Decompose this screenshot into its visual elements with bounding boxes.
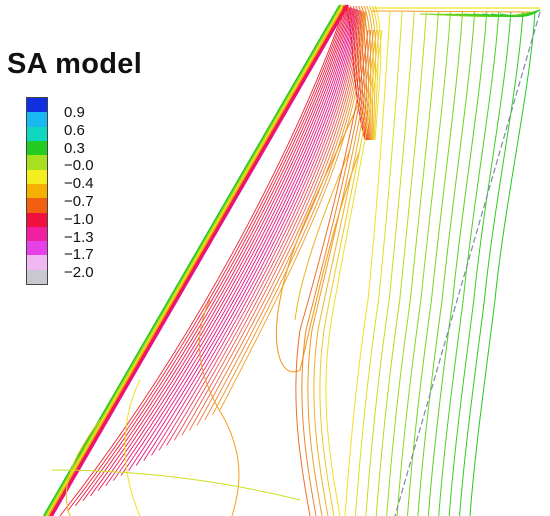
leading-edge-band <box>44 4 343 516</box>
root-contour <box>349 5 368 141</box>
legend-band <box>27 212 47 227</box>
shock-contour <box>295 29 369 516</box>
leading-edge-band <box>43 4 341 516</box>
legend-label: −1.3 <box>64 228 94 246</box>
inboard-contour <box>198 299 240 516</box>
root-contour <box>374 5 382 141</box>
legend-band <box>27 255 47 270</box>
outboard-contour <box>407 11 463 516</box>
shock-fan-contour <box>158 9 359 451</box>
legend-label: 0.6 <box>64 121 85 139</box>
outboard-contour <box>344 11 391 516</box>
legend-label: −0.0 <box>64 157 94 175</box>
legend-band <box>27 126 47 141</box>
plot-title: SA model <box>7 48 143 80</box>
color-legend: 0.9 0.6 0.3 −0.0 −0.4 −0.7 −1.0 −1.3 −1.7 −2.0 <box>26 97 126 289</box>
shock-contour <box>319 29 380 516</box>
trailing-edge-line <box>394 11 541 516</box>
outboard-contour <box>386 11 439 516</box>
shock-contour <box>325 29 383 516</box>
shock-fan-contour <box>59 5 345 516</box>
root-contour <box>355 5 370 141</box>
outboard-contour <box>427 11 488 516</box>
legend-label: 0.3 <box>64 139 85 157</box>
outboard-contour <box>354 11 403 516</box>
legend-label: 0.9 <box>64 104 85 121</box>
shock-fan-contour <box>128 8 354 471</box>
shock-fan-contour <box>166 9 360 446</box>
legend-label: −1.0 <box>64 210 94 228</box>
shock-fan-contour <box>189 10 363 431</box>
outboard-contour <box>438 11 500 516</box>
outboard-contour <box>469 11 536 516</box>
shock-fan-contour <box>82 6 348 502</box>
shock-fan-contour <box>143 9 356 461</box>
outboard-contour <box>375 11 427 516</box>
shock-fan-contour <box>105 7 351 486</box>
legend-band <box>27 226 47 242</box>
outboard-contour <box>396 11 451 516</box>
leading-edge-band <box>46 4 345 516</box>
root-contour <box>360 5 371 141</box>
shock-fan-contour <box>90 7 349 497</box>
outboard-contour <box>417 11 476 516</box>
legend-band <box>27 169 47 184</box>
shock-fan-contour <box>74 6 347 507</box>
leading-edge-band <box>47 4 346 516</box>
inboard-contour <box>51 469 301 501</box>
leading-edge-band <box>49 4 348 516</box>
shock-fan-contour <box>219 11 367 411</box>
legend-band <box>27 112 47 127</box>
legend-band <box>27 98 47 113</box>
legend-label: −0.7 <box>64 193 94 210</box>
root-contour <box>363 5 372 141</box>
contour-lines <box>43 4 541 516</box>
legend-band <box>27 183 47 199</box>
orange-lobe-contour <box>294 149 351 321</box>
leading-edge-band <box>51 4 349 516</box>
root-contour <box>366 5 374 141</box>
shock-fan-contour <box>67 6 346 512</box>
outboard-contour <box>459 11 524 516</box>
outboard-contour <box>448 11 512 516</box>
legend-label: −2.0 <box>64 264 94 282</box>
inboard-contour <box>124 379 141 516</box>
root-contour <box>344 5 366 141</box>
corner-contour <box>499 9 541 17</box>
legend-band <box>27 140 47 156</box>
legend-band <box>27 198 47 213</box>
shock-fan-contour <box>173 10 361 441</box>
legend-colorbar <box>26 97 48 285</box>
legend-band <box>27 241 47 256</box>
legend-label: −1.7 <box>64 246 94 264</box>
outboard-contour <box>365 11 415 516</box>
shock-contour <box>307 29 375 516</box>
inboard-contour <box>65 419 101 516</box>
legend-band <box>27 269 47 285</box>
orange-lobe-contour <box>275 99 361 373</box>
upper-edge-contour <box>371 10 531 13</box>
shock-contour <box>301 29 372 516</box>
shock-fan-contour <box>112 7 352 481</box>
shock-contour <box>313 29 377 516</box>
legend-label: −0.4 <box>64 175 94 193</box>
shock-fan-contour <box>97 7 350 492</box>
legend-band <box>27 155 47 170</box>
shock-fan-contour <box>135 8 355 466</box>
shock-fan-contour <box>120 8 353 476</box>
